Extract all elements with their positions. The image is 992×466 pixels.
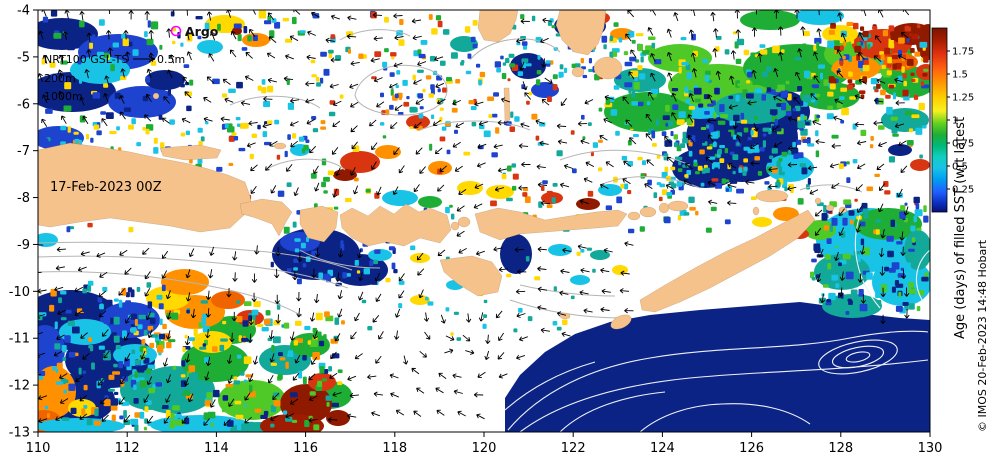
svg-text:120: 120 [472,441,497,456]
land-kabaena [571,66,585,78]
depth-key-1000m: 1000m [44,90,83,103]
argo-label: Argo [185,24,219,39]
land-lembata [639,206,657,218]
svg-text:1: 1 [952,116,958,127]
land-rote [610,314,632,330]
date-label: 17-Feb-2023 00Z [50,180,162,195]
land-rinca [450,221,460,231]
svg-text:0.25: 0.25 [952,185,974,196]
svg-text:-13: -13 [9,426,30,441]
svg-text:-7: -7 [17,144,30,159]
svg-text:122: 122 [561,441,586,456]
land-leti [825,204,835,212]
bathymetry-contours [38,29,863,319]
svg-text:-10: -10 [9,285,30,300]
velocity-key-name: NRT100 GSL-TS [44,53,128,66]
ssh-contours-white [504,214,930,432]
svg-text:1.25: 1.25 [952,93,974,104]
svg-text:-4: -4 [17,4,30,19]
land-madura [159,144,222,161]
land-kisar [814,197,822,205]
colorbar-title: Age (days) of filled SST (wrt latest [953,117,968,339]
x-axis-longitude: 110 112 114 116 118 120 122 124 126 128 130 [26,432,943,456]
land-bawean [152,92,160,100]
colorbar-gradient [931,27,948,213]
land-atauro [752,206,760,216]
plot-area: Argo NRT100 GSL-TS 0.5m 200m 1000m 17-Fe… [38,10,930,432]
land-flores [474,207,628,241]
land-masses [38,10,848,330]
svg-text:126: 126 [739,441,764,456]
velocity-key-arrow-icon [133,55,156,63]
copyright-label: © IMOS 20-Feb-2023 14:48 Hobart [976,239,989,432]
current-arrows [38,10,910,426]
svg-text:-11: -11 [9,332,30,347]
svg-text:0.5: 0.5 [952,162,968,173]
svg-text:1.5: 1.5 [952,70,968,81]
land-sumba [439,255,503,297]
svg-text:114: 114 [204,441,229,456]
land-solor [627,211,641,221]
argo-float-marker [170,25,182,37]
land-kangean [273,142,287,150]
land-bali [239,198,293,237]
velocity-key-value: 0.5m [157,53,185,66]
land-sulawesi-sw [477,10,519,43]
svg-text:0.75: 0.75 [952,139,974,150]
svg-text:110: 110 [26,441,51,456]
svg-text:130: 130 [918,441,943,456]
svg-text:-6: -6 [17,97,30,112]
svg-text:112: 112 [115,441,140,456]
land-timor [639,209,816,313]
land-lombok [299,205,339,243]
y-axis-latitude: -4 -5 -6 -7 -8 -9 -10 -11 -12 -13 [9,4,38,441]
land-komodo [457,216,471,228]
deep-age-region [505,302,930,432]
svg-text:-8: -8 [17,191,30,206]
plot-annotations: Argo NRT100 GSL-TS 0.5m 200m 1000m 17-Fe… [44,24,219,195]
svg-text:118: 118 [382,441,407,456]
svg-text:116: 116 [293,441,318,456]
eddy-contour-inner [845,351,871,363]
svg-text:-5: -5 [17,50,30,65]
land-sulawesi-se [555,10,607,56]
land-buton [593,56,623,80]
land-alor [667,200,689,212]
svg-text:128: 128 [828,441,853,456]
svg-text:-12: -12 [9,379,30,394]
land-wetar [755,189,789,203]
svg-text:1.75: 1.75 [952,47,974,58]
land-sumbawa [339,203,452,247]
colorbar: 1.75 1.5 1.25 1 0.75 0.5 0.25 [931,27,974,213]
depth-key-200m: 200m [44,72,76,85]
land-pantar [658,202,670,214]
eddy-contour-outer [818,339,898,375]
svg-text:124: 124 [650,441,675,456]
svg-text:-9: -9 [17,238,30,253]
eddy-contour-mid [831,345,885,369]
colorbar-tick-labels: 1.75 1.5 1.25 1 0.75 0.5 0.25 [947,47,974,196]
land-selayar [503,87,511,123]
